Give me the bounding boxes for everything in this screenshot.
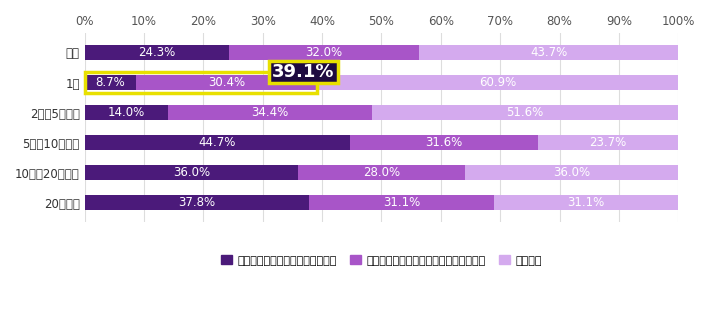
Text: 39.1%: 39.1% bbox=[272, 63, 334, 81]
Text: 31.1%: 31.1% bbox=[567, 196, 605, 209]
Text: 36.0%: 36.0% bbox=[553, 166, 590, 179]
Bar bbox=[84, 75, 136, 90]
Text: 60.9%: 60.9% bbox=[479, 76, 516, 89]
Text: 24.3%: 24.3% bbox=[138, 46, 175, 59]
Bar bbox=[168, 105, 372, 120]
Text: 32.0%: 32.0% bbox=[305, 46, 342, 59]
Bar bbox=[350, 135, 537, 150]
Bar bbox=[537, 135, 678, 150]
Text: 37.8%: 37.8% bbox=[178, 196, 215, 209]
Text: 43.7%: 43.7% bbox=[530, 46, 567, 59]
Bar bbox=[84, 105, 168, 120]
FancyBboxPatch shape bbox=[269, 61, 337, 82]
Text: 30.4%: 30.4% bbox=[208, 76, 245, 89]
Bar bbox=[84, 135, 350, 150]
Text: 23.7%: 23.7% bbox=[589, 136, 627, 149]
Text: 31.1%: 31.1% bbox=[383, 196, 420, 209]
Bar bbox=[419, 45, 678, 60]
Legend: 知っていて、他の人に説明できる, 知っているが、説明できるほどではない, 知らない: 知っていて、他の人に説明できる, 知っているが、説明できるほどではない, 知らな… bbox=[216, 251, 547, 270]
Bar bbox=[229, 45, 419, 60]
Bar bbox=[464, 165, 678, 180]
Bar bbox=[493, 195, 678, 210]
Text: 51.6%: 51.6% bbox=[506, 106, 544, 119]
Bar bbox=[317, 75, 678, 90]
Bar bbox=[309, 195, 493, 210]
Text: 28.0%: 28.0% bbox=[363, 166, 400, 179]
Text: 44.7%: 44.7% bbox=[199, 136, 236, 149]
Text: 8.7%: 8.7% bbox=[96, 76, 125, 89]
Text: 14.0%: 14.0% bbox=[107, 106, 145, 119]
Text: 34.4%: 34.4% bbox=[251, 106, 288, 119]
Bar bbox=[298, 165, 464, 180]
Bar bbox=[84, 45, 229, 60]
Bar bbox=[84, 165, 298, 180]
Text: 36.0%: 36.0% bbox=[173, 166, 210, 179]
Text: 31.6%: 31.6% bbox=[425, 136, 462, 149]
Bar bbox=[372, 105, 678, 120]
Bar bbox=[136, 75, 317, 90]
Bar bbox=[84, 195, 309, 210]
